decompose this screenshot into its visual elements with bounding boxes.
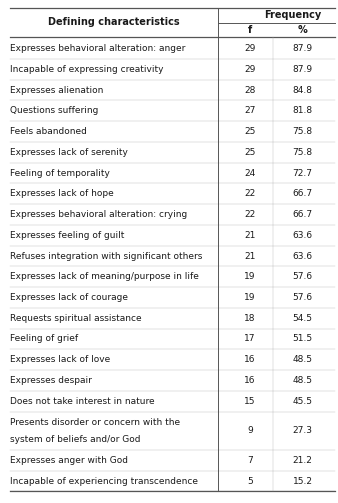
Text: 81.8: 81.8 (292, 106, 313, 115)
Text: 87.9: 87.9 (292, 65, 313, 74)
Text: 19: 19 (244, 293, 256, 302)
Text: 21.2: 21.2 (293, 456, 312, 465)
Text: 75.8: 75.8 (292, 148, 313, 157)
Text: 21: 21 (244, 252, 256, 261)
Text: 84.8: 84.8 (292, 86, 313, 95)
Text: Frequency: Frequency (264, 10, 321, 20)
Text: Expresses lack of hope: Expresses lack of hope (10, 189, 114, 198)
Text: 7: 7 (247, 456, 253, 465)
Text: Feels abandoned: Feels abandoned (10, 127, 87, 136)
Text: 63.6: 63.6 (292, 231, 313, 240)
Text: 45.5: 45.5 (292, 397, 313, 406)
Text: 18: 18 (244, 314, 256, 323)
Text: 16: 16 (244, 355, 256, 364)
Text: 21: 21 (244, 231, 256, 240)
Text: 54.5: 54.5 (292, 314, 313, 323)
Text: 75.8: 75.8 (292, 127, 313, 136)
Text: 19: 19 (244, 272, 256, 281)
Text: 16: 16 (244, 376, 256, 385)
Text: Expresses lack of meaning/purpose in life: Expresses lack of meaning/purpose in lif… (10, 272, 199, 281)
Text: Expresses anger with God: Expresses anger with God (10, 456, 128, 465)
Text: 66.7: 66.7 (292, 210, 313, 219)
Text: 63.6: 63.6 (292, 252, 313, 261)
Text: 27: 27 (244, 106, 256, 115)
Text: 17: 17 (244, 334, 256, 344)
Text: Feeling of grief: Feeling of grief (10, 334, 78, 344)
Text: 15: 15 (244, 397, 256, 406)
Text: 72.7: 72.7 (292, 169, 313, 178)
Text: Requests spiritual assistance: Requests spiritual assistance (10, 314, 142, 323)
Text: Expresses lack of serenity: Expresses lack of serenity (10, 148, 128, 157)
Text: 29: 29 (244, 44, 256, 53)
Text: Expresses lack of love: Expresses lack of love (10, 355, 111, 364)
Text: 28: 28 (244, 86, 256, 95)
Text: 27.3: 27.3 (292, 426, 313, 435)
Text: Expresses behavioral alteration: anger: Expresses behavioral alteration: anger (10, 44, 186, 53)
Text: Incapable of expressing creativity: Incapable of expressing creativity (10, 65, 164, 74)
Text: Defining characteristics: Defining characteristics (48, 18, 180, 27)
Text: 15.2: 15.2 (292, 476, 313, 485)
Text: 9: 9 (247, 426, 253, 435)
Text: Refuses integration with significant others: Refuses integration with significant oth… (10, 252, 202, 261)
Text: Expresses lack of courage: Expresses lack of courage (10, 293, 128, 302)
Text: 57.6: 57.6 (292, 293, 313, 302)
Text: 66.7: 66.7 (292, 189, 313, 198)
Text: Expresses feeling of guilt: Expresses feeling of guilt (10, 231, 124, 240)
Text: 51.5: 51.5 (292, 334, 313, 344)
Text: 5: 5 (247, 476, 253, 485)
Text: Expresses alienation: Expresses alienation (10, 86, 103, 95)
Text: 29: 29 (244, 65, 256, 74)
Text: 22: 22 (244, 210, 256, 219)
Text: 57.6: 57.6 (292, 272, 313, 281)
Text: Incapable of experiencing transcendence: Incapable of experiencing transcendence (10, 476, 198, 485)
Text: 25: 25 (244, 148, 256, 157)
Text: %: % (298, 25, 307, 35)
Text: f: f (248, 25, 252, 35)
Text: 48.5: 48.5 (292, 376, 313, 385)
Text: 25: 25 (244, 127, 256, 136)
Text: Expresses behavioral alteration: crying: Expresses behavioral alteration: crying (10, 210, 187, 219)
Text: Expresses despair: Expresses despair (10, 376, 92, 385)
Text: 48.5: 48.5 (292, 355, 313, 364)
Text: Feeling of temporality: Feeling of temporality (10, 169, 110, 178)
Text: 24: 24 (244, 169, 256, 178)
Text: Does not take interest in nature: Does not take interest in nature (10, 397, 155, 406)
Text: system of beliefs and/or God: system of beliefs and/or God (10, 435, 141, 444)
Text: 22: 22 (244, 189, 256, 198)
Text: 87.9: 87.9 (292, 44, 313, 53)
Text: Presents disorder or concern with the: Presents disorder or concern with the (10, 418, 180, 427)
Text: Questions suffering: Questions suffering (10, 106, 98, 115)
